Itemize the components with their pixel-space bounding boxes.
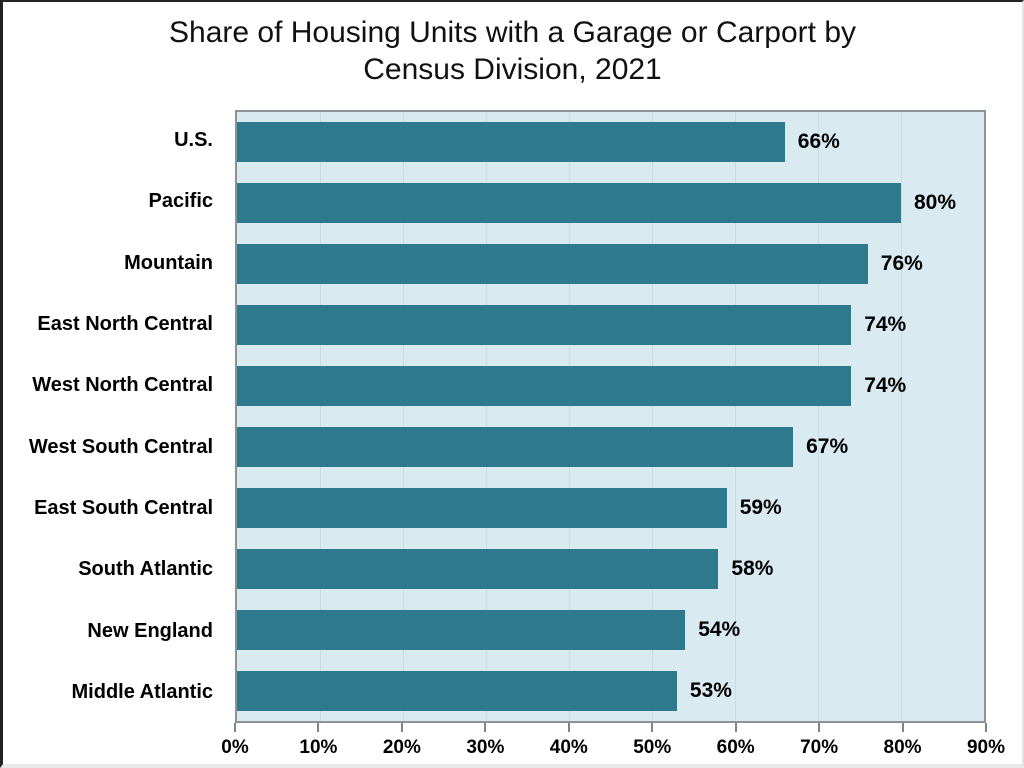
bar (237, 244, 868, 285)
category-label: Mountain (124, 251, 213, 274)
category-label: U.S. (174, 129, 213, 152)
axis-tick (234, 723, 236, 732)
bar-row: 74% (237, 356, 984, 417)
chart-title: Share of Housing Units with a Garage or … (169, 16, 856, 86)
bar (237, 183, 901, 224)
category-label: New England (87, 619, 213, 642)
bar (237, 487, 727, 528)
gridline (652, 112, 653, 721)
value-label: 74% (864, 374, 907, 398)
bar-rows: 66% 80% 76% 74% 74% 67% 59% 58% 54% 53% (237, 112, 984, 721)
x-axis-tick-label: 70% (800, 737, 839, 758)
bar-row: 54% (237, 599, 984, 660)
bar-row: 53% (237, 660, 984, 721)
bar (237, 670, 677, 711)
gridline (569, 112, 570, 721)
axis-tick (317, 723, 320, 732)
category-label: West South Central (28, 435, 213, 458)
axis-tick (734, 723, 737, 732)
bar (237, 609, 686, 650)
gridline (403, 112, 404, 721)
x-axis-tick-label: 20% (382, 737, 421, 758)
axis-tick (651, 723, 654, 732)
category-label: Pacific (148, 190, 213, 213)
bar-row: 66% (237, 112, 984, 173)
category-label: South Atlantic (78, 558, 213, 581)
plot-area: 66% 80% 76% 74% 74% 67% 59% 58% 54% 53% (235, 110, 986, 723)
category-label: East South Central (34, 496, 213, 519)
value-label: 53% (689, 678, 732, 702)
x-axis-tick-label: 90% (966, 737, 1006, 758)
value-label: 54% (698, 617, 741, 641)
bar-row: 67% (237, 417, 984, 478)
x-axis-ticks (234, 723, 987, 732)
x-axis-tick-label: 60% (716, 737, 755, 758)
gridline (901, 112, 902, 721)
x-axis-tick-label: 80% (883, 737, 922, 758)
bar-row: 74% (237, 295, 984, 356)
value-label: 80% (914, 191, 957, 215)
bar-row: 76% (237, 234, 984, 295)
bar (237, 122, 785, 163)
x-axis-tick-label: 40% (549, 737, 588, 758)
bar (237, 305, 852, 346)
bar-row: 59% (237, 477, 984, 538)
gridline (486, 112, 487, 721)
bar (237, 426, 794, 467)
value-label: 76% (880, 252, 923, 276)
y-axis-category-labels: U.S. Pacific Mountain East North Central Wes… (3, 110, 213, 723)
gridline (735, 112, 736, 721)
gridline (320, 112, 321, 721)
value-label: 66% (797, 130, 840, 154)
value-label: 59% (739, 495, 782, 519)
axis-tick (400, 723, 403, 732)
value-label: 58% (731, 556, 774, 580)
bar-row: 80% (237, 173, 984, 234)
axis-tick (818, 723, 821, 732)
axis-tick (985, 723, 987, 732)
category-label: West North Central (32, 374, 213, 397)
category-label: East North Central (37, 313, 213, 336)
axis-tick (567, 723, 570, 732)
x-axis-tick-label: 0% (221, 737, 249, 758)
x-axis-tick-label: 10% (299, 737, 338, 758)
bar (237, 366, 852, 407)
axis-tick (484, 723, 487, 732)
value-label: 67% (806, 434, 849, 458)
category-label: Middle Atlantic (71, 680, 213, 703)
bar (237, 548, 719, 589)
gridline (818, 112, 819, 721)
axis-tick (901, 723, 904, 732)
x-axis-tick-label: 30% (466, 737, 505, 758)
bar-row: 58% (237, 538, 984, 599)
x-axis-tick-labels: 0% 10% 20% 30% 40% 50% 60% 70% 80% 90% (221, 737, 1005, 763)
x-axis-tick-label: 50% (633, 737, 672, 758)
value-label: 74% (864, 313, 907, 337)
